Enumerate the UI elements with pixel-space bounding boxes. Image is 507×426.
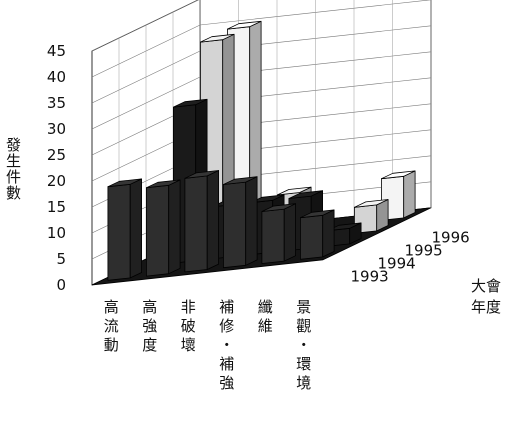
bar-top [326,222,362,232]
gridline [91,0,199,52]
y-tick-label: 40 [47,68,66,86]
bar-side [206,170,220,270]
year-tick-label: 1996 [432,228,470,246]
y-tick-label: 20 [47,172,66,190]
category-tick-label: 景觀・環境 [296,298,311,392]
bar [184,170,220,273]
bar-top [299,209,335,219]
depth-axis-label: 大會年度 [471,277,502,316]
bar-top [276,186,312,196]
year-tick-label: 1993 [351,267,389,285]
bar-front [261,208,285,264]
bar [261,203,297,264]
y-tick-label: 5 [56,250,66,268]
year-tick-label: 1994 [378,254,416,272]
bar-side [322,209,335,258]
y-tick-label: 25 [47,146,66,164]
bar [145,179,181,277]
category-tick-label: 非破壞 [181,298,196,354]
y-tick-label: 30 [47,120,66,138]
y-tick-label: 35 [47,94,66,112]
category-tick-label: 高強度 [142,298,157,354]
bar-top [199,33,235,43]
y-tick-label: 45 [47,42,66,60]
year-tick-label: 1995 [405,241,443,259]
bar-side [245,176,258,266]
bar-side [129,178,143,279]
bar-top [145,179,181,189]
category-tick-label: 高流動 [104,298,119,354]
y-tick-label: 15 [47,198,66,216]
bar-top [222,176,258,185]
y-tick-label: 0 [56,276,66,294]
bar-top [288,190,324,199]
bar [107,178,143,281]
category-tick-label: 補修・補強 [219,298,234,392]
bar-side [168,179,181,275]
bar-side [403,170,416,219]
bar-top [353,199,389,208]
bar-top [107,178,143,188]
bar-side [283,203,297,262]
bar-front [107,183,131,281]
category-tick-label: 纖維 [258,298,273,335]
bar-top [184,170,220,179]
bar-front [222,181,247,269]
bar-front [184,175,208,273]
bar-top [261,203,297,212]
bar-top [380,170,416,180]
bar-top [226,20,262,30]
bar-front [299,214,324,260]
bar [299,209,335,260]
y-tick-label: 10 [47,224,66,242]
bar [222,176,258,269]
bar-front [145,184,170,277]
bar-top [172,98,208,108]
bar-top [249,194,285,204]
y-axis-label: 發生件數 [4,137,22,201]
